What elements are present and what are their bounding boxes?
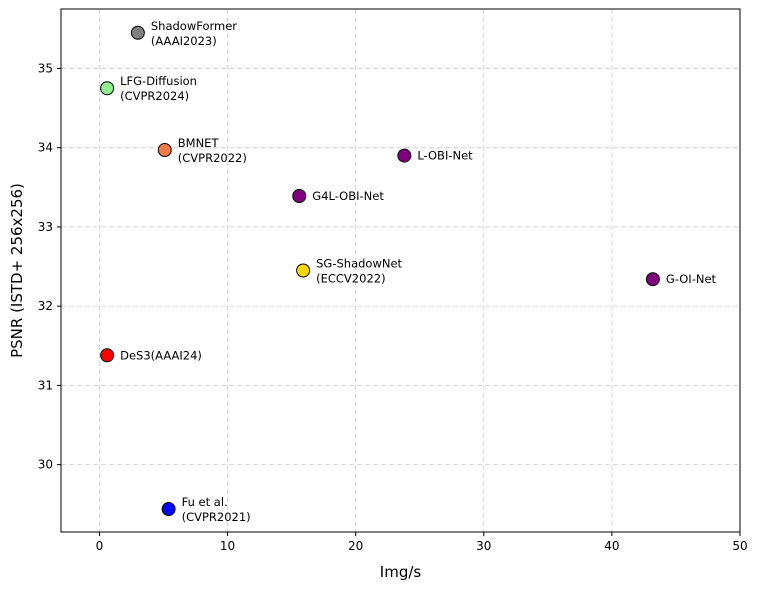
data-point: [292, 189, 307, 204]
y-tick-label: 30: [38, 458, 53, 472]
y-tick-label: 32: [38, 299, 53, 313]
x-tick-label: 30: [476, 539, 491, 553]
x-tick-label: 40: [604, 539, 619, 553]
data-point-label: DeS3(AAAI24): [120, 348, 202, 362]
data-point-label: L-OBI-Net: [417, 149, 473, 163]
data-point-label: ShadowFormer (AAAI2023): [151, 19, 237, 48]
data-point-label: BMNET (CVPR2022): [178, 136, 247, 165]
y-tick-label: 35: [38, 61, 53, 75]
y-tick-label: 33: [38, 220, 53, 234]
data-point-label: SG-ShadowNet (ECCV2022): [316, 257, 402, 286]
plot-frame: [60, 8, 741, 533]
data-point-label: LFG-Diffusion (CVPR2024): [120, 74, 197, 103]
y-tick-label: 31: [38, 378, 53, 392]
data-point: [645, 272, 660, 287]
data-point: [161, 502, 176, 517]
grid-lines: [61, 9, 741, 532]
data-point-label: G-OI-Net: [666, 272, 717, 286]
data-point: [397, 148, 412, 163]
y-axis-label: PSNR (ISTD+ 256x256): [8, 183, 26, 358]
x-tick-label: 20: [348, 539, 363, 553]
axis-ticks: 0 10 20 30 40 50 30 31 32 33 34 35: [38, 61, 748, 553]
data-point-label: Fu et al. (CVPR2021): [182, 495, 251, 524]
data-point: [100, 348, 115, 363]
data-points: ShadowFormer (AAAI2023) LFG-Diffusion (CVPR…: [100, 19, 717, 524]
data-point: [130, 25, 145, 40]
x-axis-label: Img/s: [380, 563, 422, 581]
data-point: [296, 263, 311, 278]
data-point: [100, 81, 115, 96]
data-point: [157, 143, 172, 158]
y-tick-label: 34: [38, 141, 53, 155]
x-tick-label: 0: [96, 539, 104, 553]
x-tick-label: 50: [732, 539, 747, 553]
data-point-label: G4L-OBI-Net: [312, 189, 384, 203]
x-tick-label: 10: [220, 539, 235, 553]
